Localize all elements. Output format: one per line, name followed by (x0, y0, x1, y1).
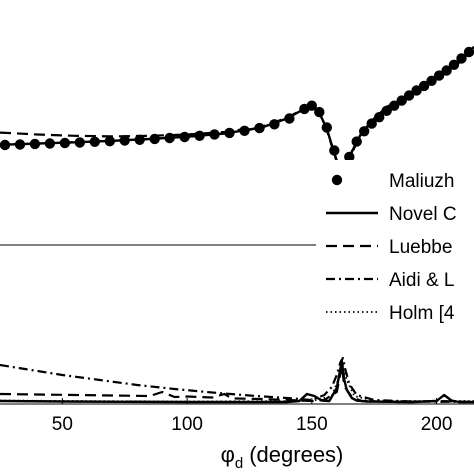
top-marker-maliuzh (418, 80, 430, 92)
top-marker-maliuzh (134, 134, 145, 145)
bottom-series-holm-4 (0, 364, 474, 403)
top-marker-maliuzh (104, 136, 116, 147)
x-tick-label: 150 (296, 414, 328, 435)
x-ticks-group: 50 100 150 200 (52, 398, 453, 435)
top-marker-maliuzh (179, 131, 190, 143)
top-marker-maliuzh (411, 85, 422, 96)
bottom-panel: 50 100 150 200 φd (degrees) (0, 356, 474, 472)
legend-background (316, 160, 474, 358)
x-tick-label: 100 (171, 414, 203, 435)
x-tick-label: 200 (421, 414, 453, 435)
bottom-series-group (0, 356, 474, 404)
top-marker-maliuzh (321, 122, 332, 133)
top-marker-maliuzh (463, 46, 474, 58)
top-marker-maliuzh (306, 100, 317, 111)
x-axis-label-units: (degrees) (249, 442, 343, 467)
top-panel (0, 46, 474, 246)
top-marker-maliuzh (239, 125, 250, 136)
top-marker-maliuzh (44, 138, 56, 149)
top-marker-maliuzh (269, 119, 280, 130)
x-axis-label-symbol: φ (221, 442, 235, 467)
x-tick-label: 50 (52, 414, 73, 435)
bottom-series-aidi-l (0, 356, 474, 404)
top-marker-maliuzh (448, 59, 460, 70)
top-marker-maliuzh (224, 127, 235, 139)
top-marker-maliuzh (89, 136, 101, 147)
x-axis-label: φd (degrees) (221, 442, 344, 472)
top-marker-maliuzh (456, 53, 467, 64)
top-marker-maliuzh (351, 136, 362, 147)
top-marker-maliuzh (284, 113, 295, 124)
top-marker-maliuzh (389, 100, 400, 111)
top-marker-maliuzh (254, 122, 265, 134)
top-marker-maliuzh (149, 133, 160, 145)
top-marker-maliuzh (119, 135, 130, 146)
top-marker-maliuzh (396, 95, 407, 106)
top-marker-maliuzh (74, 137, 86, 148)
top-marker-maliuzh (366, 118, 377, 129)
bottom-series-luebbe (0, 364, 474, 404)
x-axis-label-subscript: d (235, 455, 243, 472)
top-marker-maliuzh (374, 112, 385, 123)
top-marker-maliuzh (359, 126, 370, 137)
legend-marker-maliuzh (331, 174, 343, 186)
top-marker-maliuzh (164, 132, 175, 144)
bottom-series-novel-c (0, 359, 474, 404)
legend-label-holm-4: Holm [4 (389, 303, 455, 324)
legend-label-luebbe: Luebbe (389, 237, 452, 258)
legend-label-maliuzh: Maliuzh (389, 171, 454, 192)
top-marker-maliuzh (403, 90, 415, 101)
legend-items: Maliuzh Novel C Luebbe Aidi & L Holm [4 (326, 171, 457, 324)
top-marker-maliuzh (426, 75, 437, 87)
legend: Maliuzh Novel C Luebbe Aidi & L Holm [4 (316, 160, 474, 358)
top-marker-maliuzh (0, 139, 11, 151)
top-marker-maliuzh (59, 137, 71, 149)
top-marker-maliuzh (194, 130, 205, 141)
top-marker-maliuzh (433, 70, 445, 81)
top-marker-maliuzh (329, 145, 340, 156)
legend-label-novel-c: Novel C (389, 204, 457, 225)
top-markers-group (0, 46, 474, 180)
top-marker-maliuzh (209, 129, 220, 140)
legend-label-aidi-l: Aidi & L (389, 270, 454, 291)
top-marker-maliuzh (314, 106, 325, 118)
top-marker-maliuzh (344, 151, 355, 163)
top-marker-maliuzh (14, 139, 26, 150)
top-marker-maliuzh (441, 65, 452, 76)
top-marker-maliuzh (381, 105, 392, 117)
top-marker-maliuzh (29, 138, 41, 150)
